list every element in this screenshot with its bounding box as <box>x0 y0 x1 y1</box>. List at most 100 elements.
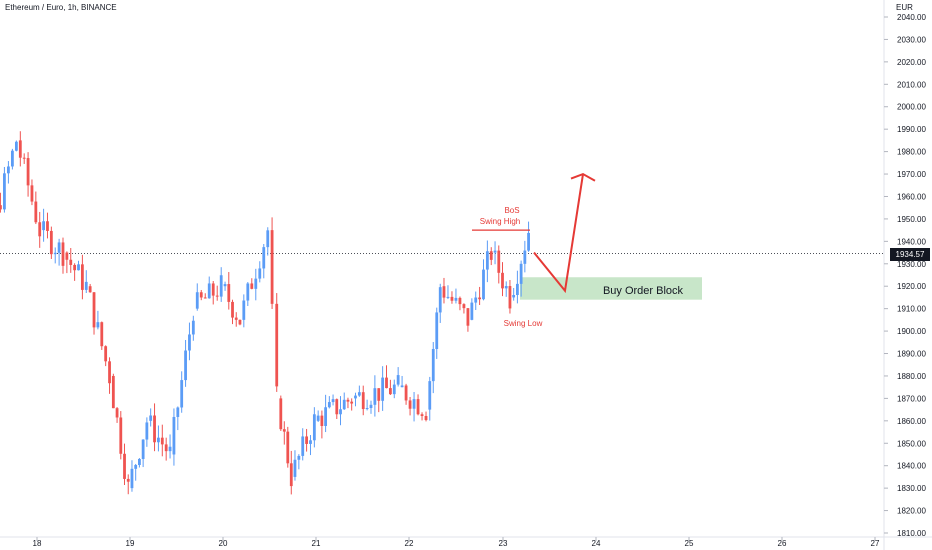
bos-label: BoS <box>504 206 519 215</box>
candle-body <box>470 302 474 320</box>
candle-body <box>191 320 195 335</box>
candle-body <box>3 173 6 210</box>
candle-body <box>134 464 138 469</box>
candle-body <box>458 297 462 305</box>
swing-high-label: Swing High <box>480 217 520 226</box>
candle-body <box>438 287 442 313</box>
candle-body <box>335 399 339 415</box>
candle-body <box>400 385 404 388</box>
candle-body <box>416 399 420 415</box>
candle-body <box>160 437 164 445</box>
candle-body <box>223 284 227 287</box>
candle-body <box>238 319 242 325</box>
candle-body <box>519 263 523 284</box>
candle-body <box>435 312 439 349</box>
candle-body <box>123 453 126 479</box>
y-tick-label: 1810.00 <box>897 529 926 538</box>
y-tick-label: 2000.00 <box>897 103 926 112</box>
candle-body <box>350 401 354 404</box>
swing-low-label: Swing Low <box>504 319 543 328</box>
candle-body <box>145 422 149 440</box>
candle-body <box>242 300 246 320</box>
buy-order-block-label: Buy Order Block <box>603 285 684 297</box>
candle-body <box>354 395 357 399</box>
y-tick-label: 1990.00 <box>897 125 926 134</box>
x-tick-label: 18 <box>33 539 42 548</box>
candle-body <box>96 322 100 328</box>
y-tick-label: 2040.00 <box>897 13 926 22</box>
candle-body <box>168 446 172 452</box>
candle-body <box>126 478 130 482</box>
candle-body <box>327 402 331 408</box>
candle-body <box>14 141 18 151</box>
candle-body <box>316 415 320 421</box>
candle-body <box>462 304 466 309</box>
candle-body <box>176 407 180 417</box>
candle-body <box>485 251 489 270</box>
candle-body <box>312 414 316 441</box>
candle-body <box>523 250 527 264</box>
candle-body <box>450 296 454 301</box>
candle-body <box>250 283 254 289</box>
candle-body <box>497 250 501 273</box>
candle-body <box>65 252 69 260</box>
y-tick-label: 1830.00 <box>897 484 926 493</box>
y-tick-label: 1980.00 <box>897 148 926 157</box>
y-tick-label: 1910.00 <box>897 305 926 314</box>
candle-body <box>377 388 381 401</box>
candle-body <box>527 232 530 251</box>
candle-body <box>61 242 65 266</box>
y-tick-label: 2010.00 <box>897 80 926 89</box>
y-tick-label: 1960.00 <box>897 192 926 201</box>
candle-body <box>515 283 519 295</box>
candle-body <box>157 437 160 443</box>
candle-body <box>211 283 215 296</box>
candle-body <box>104 346 108 362</box>
y-tick-label: 1900.00 <box>897 327 926 336</box>
candle-body <box>195 292 199 309</box>
candle-body <box>331 399 335 403</box>
candle-body <box>446 296 450 298</box>
y-tick-label: 1940.00 <box>897 237 926 246</box>
candle-body <box>365 408 369 410</box>
symbol-title: Ethereum / Euro, 1h, BINANCE <box>5 3 117 12</box>
candle-body <box>501 272 504 289</box>
candle-body <box>10 150 14 167</box>
candle-body <box>293 459 297 477</box>
candle-body <box>22 157 26 159</box>
y-tick-label: 1930.00 <box>897 260 926 269</box>
candle-body <box>172 416 176 455</box>
candles <box>0 131 530 495</box>
y-tick-label: 2030.00 <box>897 35 926 44</box>
candle-body <box>0 205 2 210</box>
candle-body <box>219 275 223 297</box>
y-tick-label: 1970.00 <box>897 170 926 179</box>
candle-body <box>346 399 350 402</box>
candle-body <box>46 221 49 231</box>
candle-body <box>493 250 497 253</box>
candle-body <box>26 158 30 186</box>
candle-body <box>297 455 301 460</box>
candle-body <box>227 284 231 302</box>
candle-body <box>100 322 104 347</box>
candle-body <box>153 415 156 443</box>
candle-body <box>266 230 270 248</box>
candle-body <box>30 185 34 202</box>
candle-body <box>512 294 516 298</box>
candle-body <box>115 408 119 418</box>
currency-label: EUR <box>896 3 913 12</box>
candle-body <box>482 269 485 300</box>
projection-path <box>533 173 584 294</box>
candle-body <box>381 377 385 401</box>
candle-body <box>7 166 10 174</box>
candle-body <box>258 268 262 279</box>
candle-body <box>305 436 309 444</box>
candle-body <box>138 458 141 465</box>
x-tick-label: 23 <box>499 539 508 548</box>
candle-body <box>184 350 187 381</box>
candle-body <box>282 429 286 432</box>
candle-body <box>275 303 279 387</box>
candle-body <box>424 415 428 421</box>
candle-body <box>57 242 61 253</box>
